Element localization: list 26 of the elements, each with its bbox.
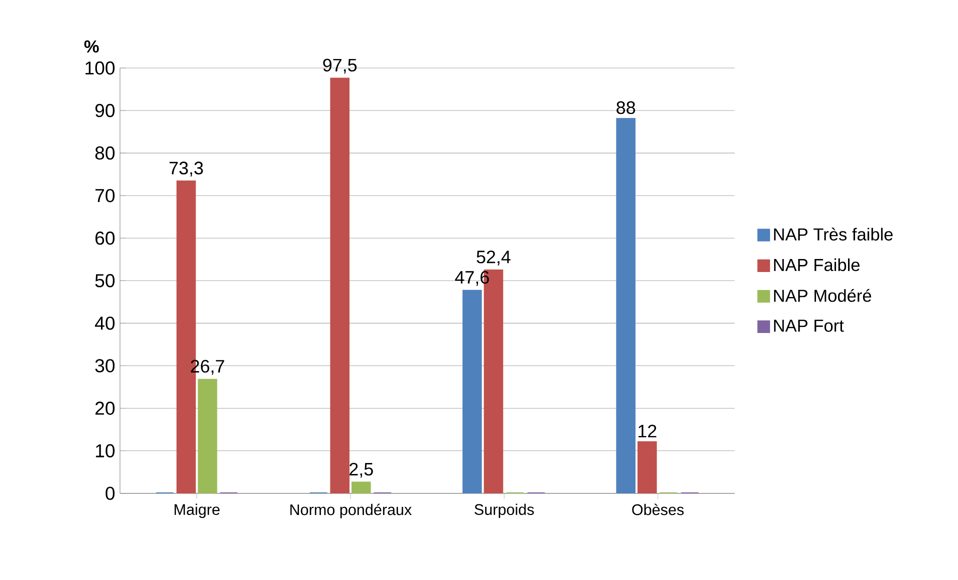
legend-label: NAP Faible [774, 258, 860, 272]
legend-label: NAP Très faible [774, 228, 893, 241]
data-label: 12 [638, 424, 656, 438]
x-tick-label: Maigre [174, 504, 220, 518]
data-label: 52,4 [476, 250, 510, 266]
y-tick-label: 90 [95, 104, 115, 118]
y-tick-label: 30 [95, 359, 115, 372]
data-label: 2,5 [350, 462, 373, 478]
y-axis-title: % [84, 40, 99, 53]
data-label: 73,3 [170, 162, 203, 177]
y-tick-label: 80 [95, 146, 115, 160]
y-tick-label: 50 [95, 274, 115, 288]
data-label: 88 [616, 101, 636, 114]
data-label: 97,5 [323, 58, 357, 74]
y-tick-label: 0 [106, 486, 115, 500]
y-tick-label: 60 [95, 231, 115, 245]
y-tick-label: 70 [95, 188, 115, 202]
y-tick-label: 40 [94, 316, 115, 330]
legend-label: NAP Fort [774, 320, 844, 332]
y-tick-label: 10 [96, 444, 115, 458]
x-tick-label: Obèses [632, 504, 684, 516]
x-tick-label: Normo pondéraux [290, 504, 412, 518]
y-tick-label: 100 [86, 61, 115, 75]
legend-label: NAP Modéré [774, 288, 872, 302]
y-tick-label: 20 [95, 402, 115, 415]
x-tick-label: Surpoids [474, 504, 534, 518]
